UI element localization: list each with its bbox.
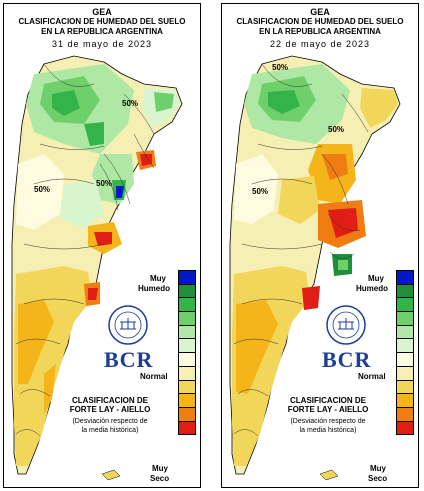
legend-very-wet-2: Humedo bbox=[356, 284, 388, 293]
map-panel-right: 50% 50% 50% GEA CLASIFICACION DE HUMEDAD… bbox=[221, 3, 419, 488]
map-date: 31 de mayo de 2023 bbox=[51, 39, 153, 49]
argentina-soil-moisture-map: 50% 50% 50% bbox=[11, 55, 183, 481]
bcr-logo-text: BCR bbox=[322, 347, 372, 372]
legend-very-dry-2: Seco bbox=[368, 474, 388, 483]
contour-label: 50% bbox=[328, 125, 344, 134]
malvinas-islands bbox=[101, 469, 121, 481]
color-legend bbox=[178, 270, 196, 436]
map-title-line2: EN LA REPUBLICA ARGENTINA bbox=[259, 27, 381, 36]
argentina-soil-moisture-map: 50% 50% 50% bbox=[229, 55, 401, 481]
legend-normal: Normal bbox=[140, 372, 168, 381]
classification-note: (Desviación respecto de la media históric… bbox=[290, 418, 366, 434]
bcr-seal-logo bbox=[326, 305, 366, 345]
classification-title: CLASIFICACION DE FORTE LAY - AIELLO bbox=[69, 396, 151, 414]
classification-note: (Desviación respecto de la media históric… bbox=[72, 418, 148, 434]
map-title-line1: CLASIFICACION DE HUMEDAD DEL SUELO bbox=[18, 17, 186, 26]
map-panel-left: 50% 50% 50% GEA CLASIFICACION DE HUMEDAD… bbox=[3, 3, 201, 488]
color-legend bbox=[396, 270, 414, 436]
contour-label: 50% bbox=[272, 63, 288, 72]
legend-very-wet-1: Muy bbox=[368, 274, 384, 283]
map-date: 22 de mayo de 2023 bbox=[269, 39, 371, 49]
legend-very-wet-1: Muy bbox=[150, 274, 166, 283]
malvinas-islands bbox=[319, 469, 339, 481]
legend-very-wet-2: Humedo bbox=[138, 284, 170, 293]
contour-label: 50% bbox=[122, 99, 138, 108]
contour-label: 50% bbox=[252, 187, 268, 196]
legend-very-dry-1: Muy bbox=[370, 464, 386, 473]
bcr-logo-text: BCR bbox=[104, 347, 154, 372]
classification-title: CLASIFICACION DE FORTE LAY - AIELLO bbox=[287, 396, 369, 414]
legend-normal: Normal bbox=[358, 372, 386, 381]
org-title: GEA bbox=[310, 7, 330, 17]
org-title: GEA bbox=[92, 7, 112, 17]
legend-very-dry-1: Muy bbox=[152, 464, 168, 473]
bcr-seal-logo bbox=[108, 305, 148, 345]
map-title-line2: EN LA REPUBLICA ARGENTINA bbox=[41, 27, 163, 36]
legend-very-dry-2: Seco bbox=[150, 474, 170, 483]
contour-label: 50% bbox=[34, 185, 50, 194]
contour-label: 50% bbox=[96, 179, 112, 188]
map-title-line1: CLASIFICACION DE HUMEDAD DEL SUELO bbox=[236, 17, 404, 26]
